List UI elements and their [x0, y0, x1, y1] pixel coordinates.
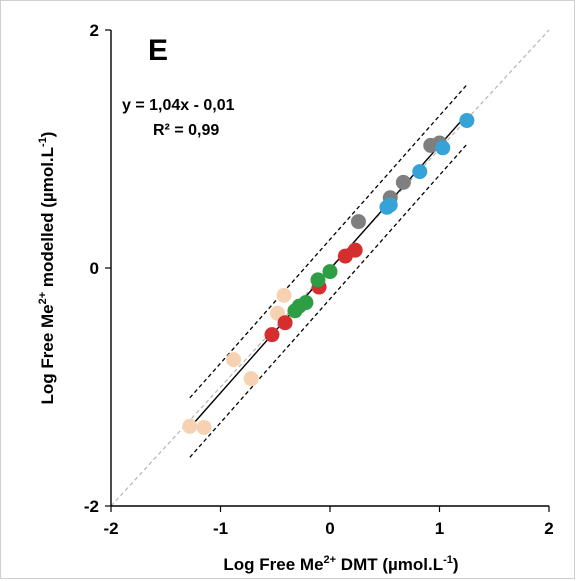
y-tick-label: -2 [84, 497, 99, 516]
y-axis-title-sup: 2+ [37, 292, 49, 305]
x-tick-label: 1 [435, 519, 444, 538]
data-point [382, 197, 398, 213]
x-tick-label: -1 [213, 519, 228, 538]
y-tick-label: 2 [90, 21, 99, 40]
x-tick-labels: -2 -1 0 1 2 [103, 519, 553, 538]
data-point [182, 418, 198, 434]
x-axis-title: Log Free Me2+ DMT (µmol.L-1) [223, 554, 458, 574]
x-axis-title-part: ) [453, 555, 459, 574]
data-point [298, 295, 314, 311]
data-point [412, 164, 428, 180]
x-axis-title-sup: -1 [443, 554, 453, 566]
y-tick-labels: -2 0 2 [84, 21, 99, 516]
data-point [196, 419, 212, 435]
x-axis-title-part: DMT (µmol.L [336, 555, 443, 574]
x-axis-title-part: Log Free Me [223, 555, 323, 574]
data-point [264, 327, 280, 343]
data-point [276, 287, 292, 303]
data-point [226, 352, 242, 368]
x-tick-label: 2 [544, 519, 553, 538]
data-point [459, 112, 475, 128]
y-axis-title-sup: -1 [37, 137, 49, 147]
upper-confidence-line [189, 84, 468, 399]
y-axis-title-part: ) [38, 132, 57, 138]
data-points-layer [182, 112, 475, 435]
y-axis-title-part: Log Free Me [38, 304, 57, 404]
y-tick-label: 0 [90, 259, 99, 278]
y-axis-title: Log Free Me2+ modelled (µmol.L-1) [37, 132, 57, 405]
data-point [322, 264, 338, 280]
data-point [243, 371, 259, 387]
data-point [395, 174, 411, 190]
axes-layer [105, 29, 550, 512]
data-point [435, 140, 451, 156]
regression-equation: y = 1,04x - 0,01 [122, 97, 235, 114]
x-tick-label: 0 [325, 519, 334, 538]
data-point [350, 214, 366, 230]
x-tick-label: -2 [103, 519, 118, 538]
r-squared-label: R² = 0,99 [153, 122, 219, 139]
data-point [277, 315, 293, 331]
x-axis-title-sup: 2+ [324, 554, 337, 566]
data-point [347, 242, 363, 258]
panel-label: E [148, 34, 168, 67]
data-point [310, 272, 326, 288]
lower-confidence-line [189, 143, 468, 458]
y-axis-title-part: modelled (µmol.L [38, 147, 57, 292]
